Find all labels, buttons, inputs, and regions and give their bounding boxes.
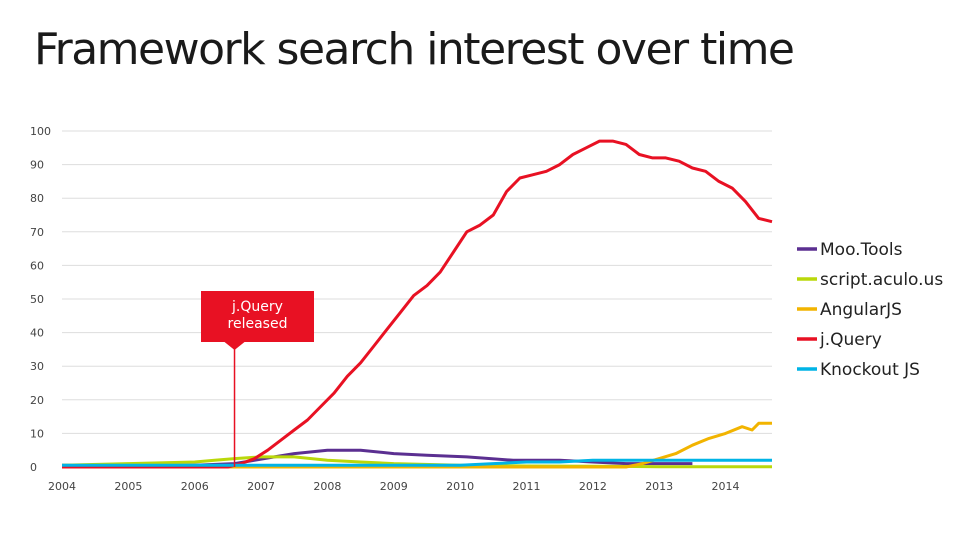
y-axis-ticks: 0 10 20 30 40 50 60 70 80 90 100 (30, 125, 51, 474)
chart-title: Framework search interest over time (34, 24, 795, 75)
x-tick-label: 2008 (313, 480, 341, 493)
y-tick-label: 10 (30, 427, 44, 440)
x-tick-label: 2007 (247, 480, 275, 493)
annotation-box (201, 291, 314, 342)
legend-entry-label: script.aculo.us (820, 270, 943, 290)
series-line-angularjs (62, 421, 772, 469)
series-line-knockout-js (62, 458, 772, 467)
x-tick-label: 2014 (712, 480, 740, 493)
x-tick-label: 2011 (512, 480, 540, 493)
y-tick-label: 70 (30, 226, 44, 239)
legend-entry-label: Moo.Tools (820, 240, 903, 260)
y-tick-label: 100 (30, 125, 51, 138)
x-tick-label: 2009 (380, 480, 408, 493)
x-tick-label: 2013 (645, 480, 673, 493)
legend-entry-label: Knockout JS (820, 360, 920, 380)
y-tick-label: 90 (30, 159, 44, 172)
annotation-pointer (224, 342, 245, 350)
series-lines (61, 139, 773, 469)
annotation-title: j.Query (231, 299, 283, 315)
gridlines (62, 130, 772, 468)
y-tick-label: 80 (30, 192, 44, 205)
legend: Moo.Tools script.aculo.us AngularJS j.Query… (797, 240, 943, 380)
legend-entry-label: AngularJS (820, 300, 902, 320)
y-tick-label: 40 (30, 327, 44, 340)
x-tick-label: 2005 (114, 480, 142, 493)
y-tick-label: 30 (30, 360, 44, 373)
legend-entry-label: j.Query (819, 330, 882, 350)
x-tick-label: 2012 (579, 480, 607, 493)
y-tick-label: 50 (30, 293, 44, 306)
x-tick-label: 2010 (446, 480, 474, 493)
series-line-j-query (62, 139, 773, 469)
y-tick-label: 60 (30, 259, 44, 272)
x-axis-ticks: 2004 2005 2006 2007 2008 2009 2010 2011 2012 2013… (48, 480, 740, 493)
x-tick-label: 2004 (48, 480, 76, 493)
x-tick-label: 2006 (181, 480, 209, 493)
y-tick-label: 0 (30, 461, 37, 474)
y-tick-label: 20 (30, 394, 44, 407)
annotation-subtitle: released (228, 316, 288, 332)
